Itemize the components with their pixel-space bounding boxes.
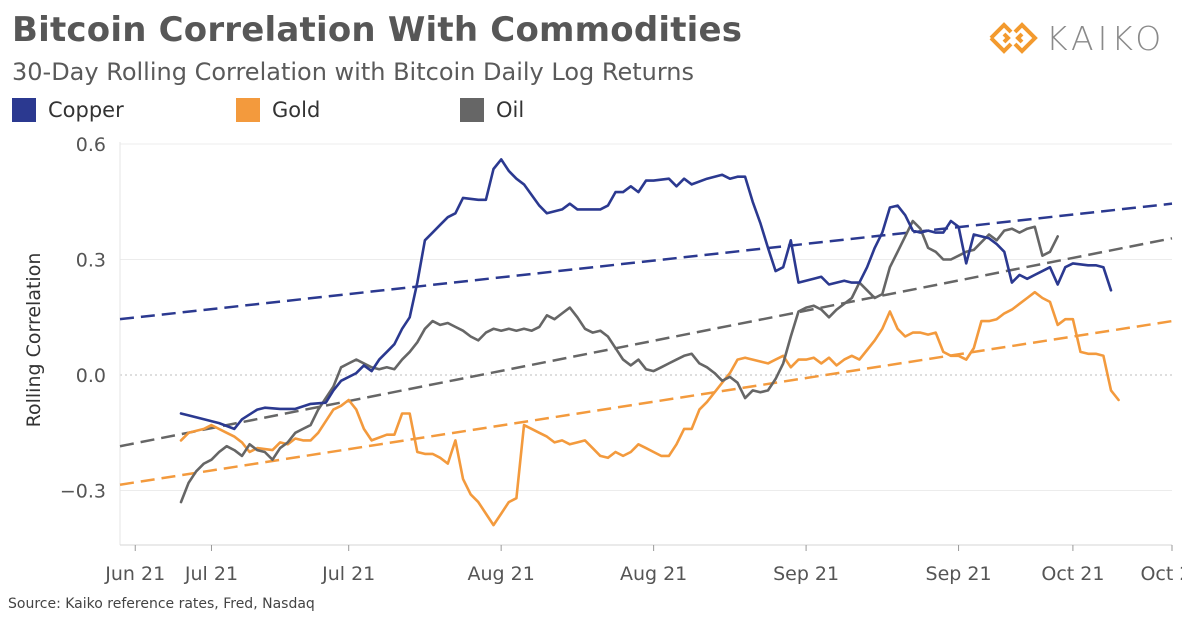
source-note: Source: Kaiko reference rates, Fred, Nas…: [8, 596, 315, 612]
legend-item-gold: Gold: [236, 98, 320, 122]
x-tick-label: Sep 21: [773, 563, 839, 585]
y-tick-label: 0.6: [76, 134, 106, 156]
legend-label-gold: Gold: [272, 98, 321, 122]
line-chart: −0.3 0.0 0.3 0.6 Jun 21 Jul 21 Jul 21 Aug 21 Au…: [23, 134, 1182, 585]
x-tick-label: Jun 21: [104, 563, 165, 585]
x-tick-label: Oct 21: [1140, 563, 1182, 585]
y-axis-label: Rolling Correlation: [23, 253, 45, 428]
trendline-copper: [119, 202, 1173, 321]
kaiko-logo: KAIKO: [988, 18, 1165, 58]
legend-item-oil: Oil: [460, 98, 524, 122]
series-line-gold: [179, 290, 1120, 527]
legend-item-copper: Copper: [12, 98, 124, 122]
kaiko-diamond-icon: [989, 22, 1038, 54]
legend-swatch-oil: [460, 98, 484, 122]
x-tick-label: Oct 21: [1041, 563, 1104, 585]
trendline-oil: [119, 237, 1173, 448]
y-tick-label: 0.0: [76, 365, 106, 387]
x-tick-label: Sep 21: [926, 563, 992, 585]
trendlines: [119, 202, 1173, 486]
y-tick-label: 0.3: [76, 250, 106, 272]
x-tick-label: Jul 21: [321, 563, 375, 585]
legend-label-copper: Copper: [48, 98, 124, 122]
legend: Copper Gold Oil: [0, 98, 1182, 128]
legend-label-oil: Oil: [496, 98, 525, 122]
chart-subtitle: 30-Day Rolling Correlation with Bitcoin …: [12, 58, 695, 86]
trendline-gold: [119, 319, 1173, 486]
legend-swatch-copper: [12, 98, 36, 122]
series-lines: [179, 158, 1120, 527]
x-tick-label: Jul 21: [184, 563, 238, 585]
chart-title: Bitcoin Correlation With Commodities: [12, 10, 743, 50]
series-line-oil: [179, 219, 1059, 504]
grid-lines: [119, 142, 1172, 546]
x-axis-ticks: Jun 21 Jul 21 Jul 21 Aug 21 Aug 21 Sep 21 Sep …: [104, 545, 1182, 585]
y-tick-label: −0.3: [60, 481, 106, 503]
x-tick-label: Aug 21: [620, 563, 687, 585]
y-axis-ticks: −0.3 0.0 0.3 0.6: [60, 134, 106, 503]
logo-text: KAIKO: [1046, 18, 1166, 58]
x-tick-label: Aug 21: [467, 563, 534, 585]
series-line-copper: [179, 158, 1113, 431]
legend-swatch-gold: [236, 98, 260, 122]
